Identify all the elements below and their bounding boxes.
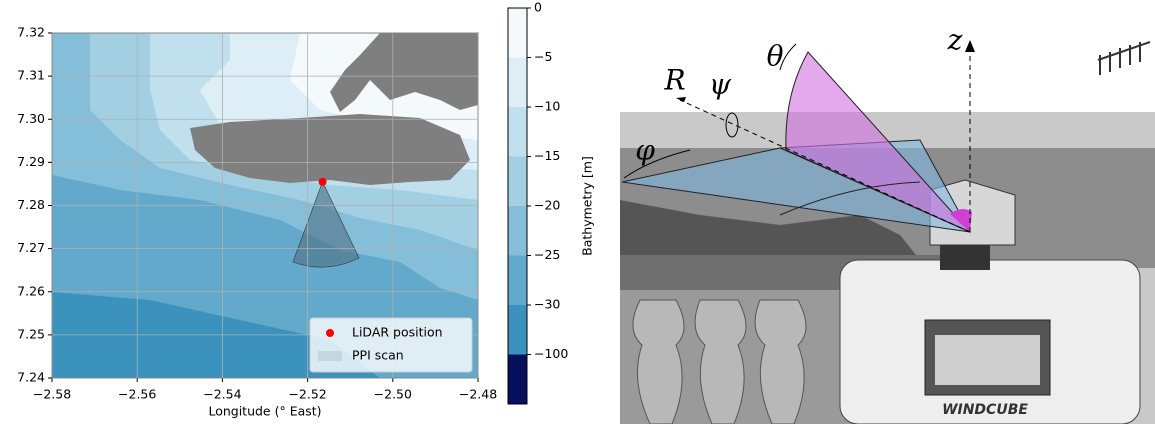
colorbar-label: Bathymetry [m]	[580, 156, 595, 256]
colorbar-tick-label: −30	[534, 297, 560, 312]
y-tick-label: 7.25	[17, 326, 45, 341]
colorbar-tick-label: 0	[534, 0, 542, 15]
label-psi: ψ	[709, 68, 732, 101]
legend-label: PPI scan	[352, 348, 404, 363]
y-tick-label: 7.29	[17, 154, 45, 169]
lidar-point	[318, 177, 327, 186]
colorbar-band	[508, 255, 527, 306]
y-tick-label: 7.26	[17, 283, 45, 298]
label-theta: θ	[767, 40, 784, 73]
colorbar-tick-label: −25	[534, 247, 560, 262]
y-tick-label: 7.27	[17, 240, 45, 255]
colorbar-band	[508, 107, 527, 157]
colorbar-tick-label: −100	[534, 346, 568, 361]
label-phi: φ	[635, 134, 655, 167]
colorbar-band	[508, 354, 527, 405]
y-tick-label: 7.32	[17, 25, 45, 40]
colorbar-tick-label: −15	[534, 148, 560, 163]
x-tick-label: −2.58	[33, 387, 71, 402]
y-tick-label: 7.28	[17, 197, 45, 212]
device-brand: WINDCUBE	[942, 402, 1028, 418]
lidar-photo: WINDCUBE R ψ θ φ z	[620, 24, 1155, 425]
legend-marker	[326, 329, 334, 337]
colorbar-tick-label: −5	[534, 49, 552, 64]
colorbar-tick-label: −10	[534, 99, 560, 114]
colorbar-band	[508, 305, 527, 355]
colorbar-band	[508, 57, 527, 108]
x-tick-label: −2.54	[203, 387, 241, 402]
x-tick-label: −2.48	[459, 387, 497, 402]
colorbar-tick-label: −20	[534, 198, 560, 213]
x-tick-label: −2.52	[288, 387, 326, 402]
label-r: R	[663, 64, 685, 97]
colorbar-band	[508, 8, 527, 58]
x-tick-label: −2.56	[118, 387, 156, 402]
x-tick-label: −2.50	[374, 387, 412, 402]
y-tick-label: 7.24	[17, 370, 45, 385]
label-z: z	[947, 24, 963, 57]
colorbar-band	[508, 156, 527, 207]
y-tick-label: 7.30	[17, 111, 45, 126]
legend-patch	[318, 351, 342, 361]
legend-box	[309, 317, 473, 373]
y-tick-label: 7.31	[17, 68, 45, 83]
legend-label: LiDAR position	[352, 325, 443, 340]
ppi-scan-sector	[292, 181, 360, 268]
colorbar-band	[508, 206, 527, 256]
x-axis-label: Longitude (° East)	[208, 404, 321, 419]
